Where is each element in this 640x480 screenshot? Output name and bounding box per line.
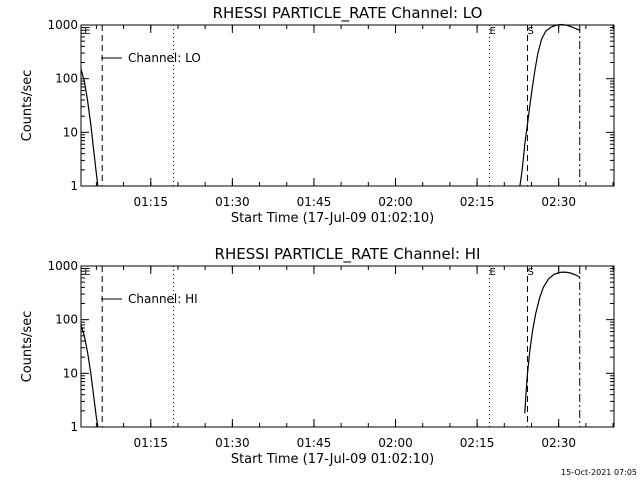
x-tick-label: 02:15 <box>460 436 495 450</box>
chart-title: RHESSI PARTICLE_RATE Channel: HI <box>215 245 481 264</box>
x-tick-label: 01:30 <box>215 195 250 209</box>
x-axis-label: Start Time (17-Jul-09 01:02:10) <box>231 211 434 226</box>
y-tick-label: 1000 <box>47 18 78 32</box>
y-axis-label: Counts/sec <box>20 70 35 142</box>
plot-frame <box>80 265 615 428</box>
plot-frame <box>80 24 615 187</box>
date-stamp: 15-Oct-2021 07:05 <box>561 468 637 477</box>
y-tick-label: 1000 <box>47 259 78 273</box>
x-tick-label: 02:00 <box>378 195 413 209</box>
y-tick-label: 10 <box>63 366 78 380</box>
y-tick-label: 100 <box>55 313 78 327</box>
chart-title: RHESSI PARTICLE_RATE Channel: LO <box>213 4 483 23</box>
x-tick-label: 01:45 <box>297 436 332 450</box>
marker-label: E <box>84 26 90 37</box>
x-tick-label: 02:15 <box>460 195 495 209</box>
y-tick-label: 1 <box>70 179 78 193</box>
legend-label: Channel: HI <box>128 292 198 306</box>
legend-label: Channel: LO <box>128 51 201 65</box>
marker-label: E <box>489 267 495 278</box>
x-tick-label: 02:00 <box>378 436 413 450</box>
series-line <box>524 271 580 414</box>
series-line <box>519 23 580 187</box>
x-tick-label: 02:30 <box>541 436 576 450</box>
y-tick-label: 1 <box>70 420 78 434</box>
marker-label: S <box>528 267 534 278</box>
marker-label: E <box>84 267 90 278</box>
x-tick-label: 02:30 <box>541 195 576 209</box>
marker-label: E <box>489 26 495 37</box>
chart-panel-1: RHESSI PARTICLE_RATE Channel: LO Counts/s… <box>20 4 615 226</box>
chart-panel-2: RHESSI PARTICLE_RATE Channel: HI Counts/s… <box>20 245 615 467</box>
marker-label: S <box>528 26 534 37</box>
y-axis-label: Counts/sec <box>20 311 35 383</box>
series-line <box>80 69 99 187</box>
y-tick-label: 100 <box>55 72 78 86</box>
x-tick-label: 01:15 <box>133 195 168 209</box>
x-tick-label: 01:15 <box>133 436 168 450</box>
x-axis-label: Start Time (17-Jul-09 01:02:10) <box>231 452 434 467</box>
x-tick-label: 01:30 <box>215 436 250 450</box>
y-tick-label: 10 <box>63 125 78 139</box>
series-line <box>80 324 99 428</box>
x-tick-label: 01:45 <box>297 195 332 209</box>
